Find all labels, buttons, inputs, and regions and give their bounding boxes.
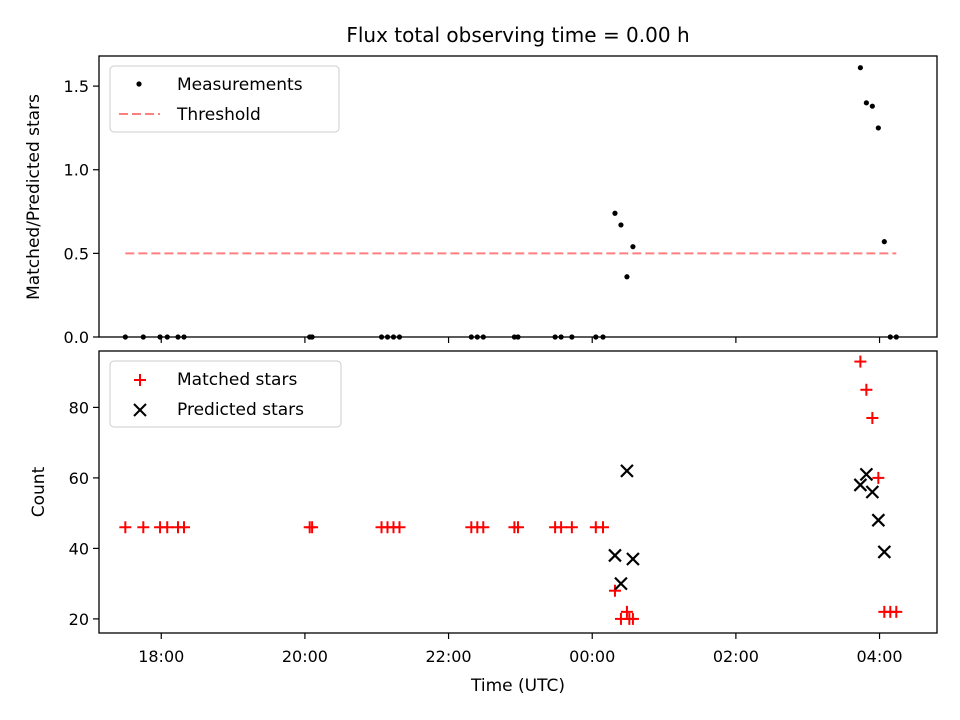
- measurements-point: [630, 244, 636, 250]
- bottom-legend: Matched stars Predicted stars: [109, 360, 342, 428]
- legend-matched-marker: [134, 374, 146, 386]
- x-tick-label: 20:00: [282, 647, 328, 666]
- bottom-y-tick-label: 20: [69, 610, 89, 629]
- predicted-stars-point: [865, 485, 880, 499]
- matched-stars-point: [866, 411, 879, 424]
- top-series: [122, 65, 899, 340]
- matched-stars-point: [177, 521, 190, 534]
- legend-predicted-label: Predicted stars: [177, 400, 304, 420]
- measurements-point: [863, 100, 869, 106]
- matched-stars-point: [626, 612, 639, 625]
- chart-title: Flux total observing time = 0.00 h: [346, 23, 689, 47]
- measurements-point: [612, 210, 618, 216]
- bottom-panel: Count 20 40 60 80 18:00 20:00 22:00 00:00 02:00…: [29, 350, 938, 696]
- measurements-point: [857, 65, 863, 71]
- bottom-y-tick-label: 40: [69, 539, 89, 558]
- matched-stars-point: [512, 521, 524, 534]
- legend-matched-label: Matched stars: [177, 370, 297, 390]
- matched-stars-point: [119, 521, 132, 534]
- legend-measurements-label: Measurements: [177, 75, 303, 95]
- matched-stars-point: [872, 471, 885, 484]
- bottom-y-tick-label: 80: [69, 398, 89, 417]
- predicted-stars-point: [853, 478, 868, 492]
- top-y-tick-label: 1.0: [64, 161, 89, 180]
- bottom-plot-frame: [98, 350, 938, 634]
- bottom-y-ticks: 20 40 60 80: [69, 398, 99, 629]
- x-tick-label: 18:00: [138, 647, 184, 666]
- matched-stars-point: [137, 521, 150, 534]
- top-y-tick-label: 0.0: [64, 328, 89, 347]
- matched-stars-point: [477, 521, 490, 534]
- bottom-series: [119, 355, 903, 625]
- bottom-y-axis-label: Count: [29, 466, 49, 517]
- measurements-point: [624, 274, 630, 280]
- matched-stars-point: [608, 584, 621, 597]
- legend-threshold-label: Threshold: [176, 105, 261, 125]
- top-y-tick-label: 1.5: [64, 77, 89, 96]
- matched-stars-point: [620, 605, 633, 618]
- matched-stars-point: [565, 521, 578, 534]
- predicted-stars-point: [871, 513, 886, 527]
- predicted-stars-point: [626, 552, 640, 566]
- top-y-tick-label: 0.5: [64, 244, 89, 263]
- matched-stars-point: [555, 521, 568, 534]
- top-plot-frame: [98, 55, 938, 338]
- predicted-stars-point: [608, 548, 622, 563]
- top-panel: Matched/Predicted stars 0.0 0.5 1.0 1.5 Mea…: [24, 55, 938, 347]
- measurements-point: [881, 239, 887, 245]
- matched-stars-point: [854, 355, 867, 368]
- x-axis-label: Time (UTC): [470, 676, 565, 696]
- predicted-stars-point: [614, 576, 628, 591]
- matched-stars-point: [860, 383, 873, 396]
- measurements-point: [875, 125, 881, 131]
- predicted-stars-point: [620, 464, 634, 478]
- matched-stars-point: [393, 521, 406, 534]
- measurements-point: [869, 103, 875, 109]
- top-legend-box: [109, 65, 340, 133]
- predicted-stars-point: [859, 467, 874, 482]
- measurements-point: [618, 222, 624, 228]
- predicted-stars-point: [877, 545, 892, 559]
- matched-stars-point: [596, 521, 609, 534]
- legend-predicted-marker: [133, 403, 147, 417]
- x-tick-label: 04:00: [856, 647, 902, 666]
- matched-stars-point: [890, 605, 903, 618]
- bottom-x-ticks: 18:00 20:00 22:00 00:00 02:00 04:00: [138, 633, 903, 666]
- x-tick-label: 00:00: [569, 647, 615, 666]
- top-legend: Measurements Threshold: [109, 65, 340, 133]
- legend-measurements-marker: [136, 81, 142, 87]
- top-y-axis-label: Matched/Predicted stars: [24, 94, 44, 300]
- matched-stars-point: [306, 521, 319, 534]
- x-tick-label: 22:00: [426, 647, 472, 666]
- top-y-ticks: 0.0 0.5 1.0 1.5: [64, 77, 99, 347]
- x-tick-label: 02:00: [713, 647, 759, 666]
- bottom-legend-box: [109, 360, 342, 428]
- bottom-y-tick-label: 60: [69, 469, 89, 488]
- matched-stars-point: [161, 521, 174, 534]
